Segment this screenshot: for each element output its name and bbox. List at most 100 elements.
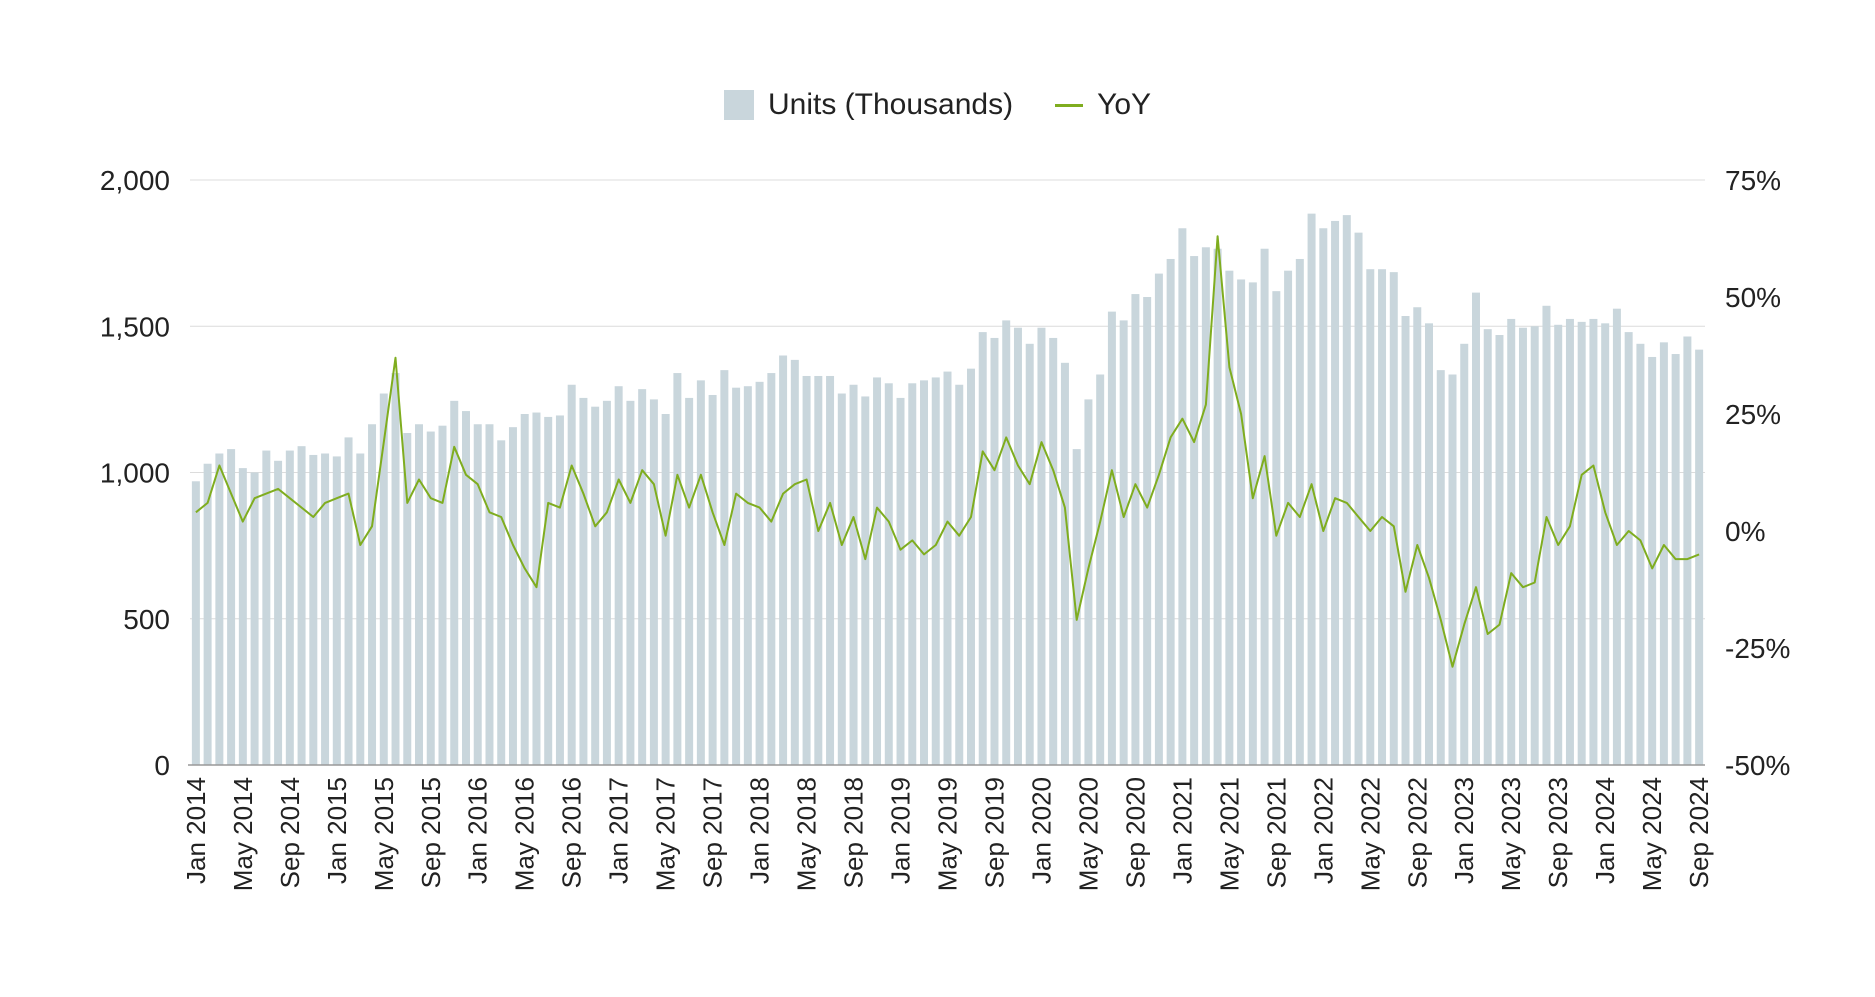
- bar: [743, 386, 752, 765]
- bar: [978, 332, 987, 765]
- x-tick-label: Jan 2016: [463, 777, 493, 884]
- bar: [579, 397, 588, 765]
- y2-tick-label: -25%: [1725, 633, 1790, 664]
- bar: [1154, 273, 1163, 765]
- bar: [884, 383, 893, 765]
- bar: [567, 384, 576, 765]
- y2-tick-label: 75%: [1725, 165, 1781, 196]
- bar: [1342, 215, 1351, 766]
- bar: [673, 373, 682, 765]
- bar: [1366, 269, 1375, 765]
- x-tick-label: Jan 2014: [181, 777, 211, 884]
- x-tick-label: Jan 2015: [322, 777, 352, 884]
- bar: [532, 412, 541, 765]
- bar: [461, 411, 470, 765]
- bar: [473, 424, 482, 765]
- bar: [1695, 349, 1704, 765]
- bar: [1248, 282, 1257, 765]
- bar: [1495, 335, 1504, 765]
- x-tick-label: Sep 2018: [839, 777, 869, 888]
- bar: [344, 437, 353, 765]
- bar: [896, 397, 905, 765]
- bar: [191, 481, 200, 765]
- bar: [1013, 327, 1022, 765]
- bar: [1166, 258, 1175, 765]
- bar: [1107, 311, 1116, 765]
- bar: [685, 397, 694, 765]
- bar: [379, 393, 388, 765]
- bar: [203, 463, 212, 765]
- bar: [1143, 297, 1152, 765]
- bar: [1178, 228, 1187, 765]
- bar: [873, 377, 882, 765]
- legend-item-yoy[interactable]: YoY: [1055, 88, 1151, 122]
- x-tick-label: Sep 2014: [275, 777, 305, 888]
- bar: [614, 386, 623, 765]
- bar: [1683, 336, 1692, 765]
- axes: 0 500 1,000 1,500 2,000 -50% -25% 0% 25% 50% 75% Ja…: [100, 165, 1790, 891]
- bar: [321, 453, 330, 765]
- y2-tick-label: -50%: [1725, 750, 1790, 781]
- bar: [1284, 270, 1293, 765]
- bar: [920, 380, 929, 765]
- bar: [755, 381, 764, 765]
- bar: [1060, 362, 1069, 765]
- legend-label-yoy: YoY: [1097, 88, 1152, 121]
- bar: [1425, 323, 1434, 765]
- x-tick-label: May 2014: [228, 777, 258, 891]
- legend-item-units[interactable]: Units (Thousands): [723, 88, 1013, 122]
- bar: [520, 414, 529, 765]
- x-tick-label: Sep 2016: [557, 777, 587, 888]
- bar: [732, 387, 741, 765]
- bar: [450, 400, 459, 765]
- x-tick-label: Sep 2019: [980, 777, 1010, 888]
- bar: [955, 384, 964, 765]
- bar: [814, 375, 823, 765]
- bar: [1260, 248, 1269, 766]
- x-tick-label: May 2020: [1073, 777, 1103, 891]
- x-tick-label: May 2017: [651, 777, 681, 891]
- bar: [1518, 327, 1527, 765]
- bar: [415, 424, 424, 765]
- bar: [508, 427, 517, 765]
- bar-series: [191, 213, 1704, 766]
- bar: [1002, 320, 1011, 765]
- bar: [1460, 343, 1469, 765]
- bar: [591, 406, 600, 765]
- x-tick-label: Jan 2017: [604, 777, 634, 884]
- bar: [368, 424, 377, 765]
- bar: [1389, 272, 1398, 765]
- x-tick-label: Jan 2024: [1590, 777, 1620, 884]
- x-tick-label: Jan 2021: [1167, 777, 1197, 884]
- bar: [837, 393, 846, 765]
- x-tick-label: May 2024: [1637, 777, 1667, 891]
- x-tick-label: May 2018: [792, 777, 822, 891]
- bar: [1072, 449, 1081, 765]
- line-swatch-icon: [1055, 103, 1084, 107]
- bar: [720, 370, 729, 765]
- bar: [1471, 292, 1480, 765]
- bar: [1096, 374, 1105, 765]
- bar: [1295, 258, 1304, 765]
- y2-tick-label: 0%: [1725, 516, 1765, 547]
- bar: [1237, 279, 1246, 765]
- bar: [1401, 316, 1410, 765]
- bar: [649, 399, 658, 765]
- x-tick-label: May 2016: [510, 777, 540, 891]
- bar: [696, 380, 705, 765]
- x-tick-label: Jan 2023: [1449, 777, 1479, 884]
- bar: [262, 450, 271, 765]
- bar: [849, 384, 858, 765]
- bar: [861, 396, 870, 765]
- bar: [1025, 343, 1034, 765]
- bar: [1307, 213, 1316, 765]
- bar: [1542, 305, 1551, 765]
- bar: [1413, 307, 1422, 765]
- bar: [779, 355, 788, 765]
- bar: [1448, 374, 1457, 765]
- bar: [1331, 220, 1340, 765]
- bar: [790, 359, 799, 765]
- x-tick-label: Sep 2022: [1402, 777, 1432, 888]
- bar: [1483, 329, 1492, 765]
